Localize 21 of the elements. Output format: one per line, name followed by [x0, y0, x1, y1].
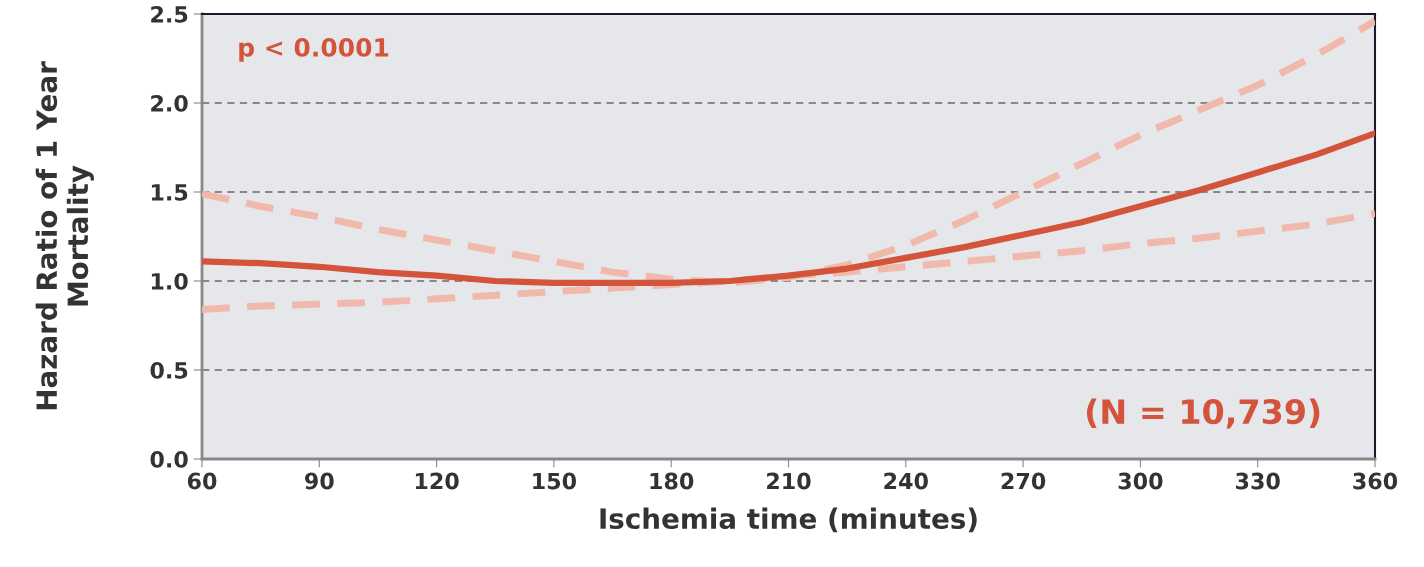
x-tick-label: 150	[533, 472, 577, 490]
y-tick-label: 1.5	[151, 184, 188, 201]
x-tick-label: 240	[884, 472, 928, 490]
y-tick-label: 0.0	[150, 450, 188, 468]
annotation: (N = 10,739)	[1086, 398, 1320, 429]
x-tick-label: 270	[1001, 472, 1046, 490]
annotation: p < 0.0001	[239, 37, 389, 62]
y-axis-title: Hazard Ratio of 1 Year Mortality	[35, 61, 94, 410]
x-tick-label: 210	[767, 472, 811, 490]
y-tick-label: 1.0	[151, 272, 188, 290]
y-tick-label: 2.0	[151, 94, 188, 112]
x-tick-label: 330	[1235, 472, 1280, 490]
x-tick-label: 300	[1118, 472, 1163, 490]
x-axis-title: Ischemia time (minutes)	[600, 507, 977, 533]
x-tick-label: 60	[187, 472, 217, 490]
y-tick-label: 2.5	[151, 5, 188, 23]
y-tick-label: 0.5	[150, 361, 188, 379]
x-tick-label: 180	[650, 472, 694, 490]
x-tick-label: 90	[304, 472, 334, 490]
x-tick-label: 120	[415, 472, 459, 490]
x-tick-label: 360	[1353, 472, 1398, 490]
